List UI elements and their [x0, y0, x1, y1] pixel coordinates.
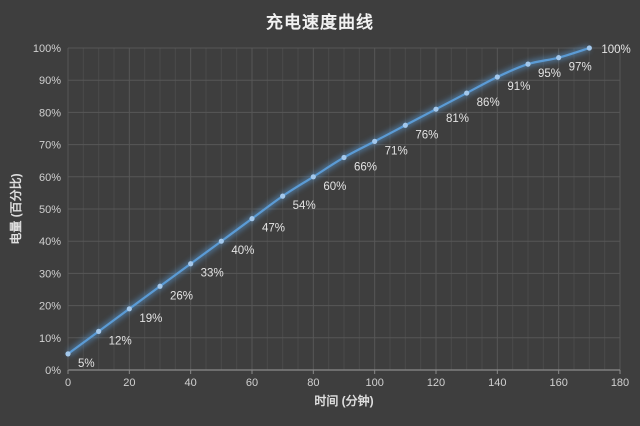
- data-point-label: 47%: [262, 223, 285, 235]
- data-point: [188, 261, 194, 267]
- x-tick-label: 160: [549, 377, 567, 389]
- y-tick-label: 100%: [33, 43, 61, 55]
- data-point-label: 5%: [78, 358, 95, 370]
- line-series: [66, 45, 591, 357]
- data-point: [433, 106, 439, 112]
- data-point-label: 91%: [507, 81, 530, 93]
- data-point: [402, 122, 408, 128]
- line-path: [66, 46, 591, 355]
- data-point-label: 76%: [415, 129, 438, 141]
- axis-lines: [67, 48, 621, 374]
- x-tick-label: 100: [365, 377, 383, 389]
- x-tick-label: 120: [427, 377, 445, 389]
- data-points: [65, 45, 592, 357]
- data-point: [126, 306, 132, 312]
- chart-title: 充电速度曲线: [266, 13, 374, 32]
- x-tick-label: 40: [185, 377, 197, 389]
- data-point-label: 40%: [231, 245, 254, 257]
- data-point: [556, 55, 562, 61]
- x-axis-tick-labels: 0 20 40 60 80 100 120 140 160 180: [65, 377, 629, 389]
- data-point-label: 100%: [601, 44, 630, 56]
- data-point-label: 19%: [139, 313, 162, 325]
- data-point-label: 54%: [293, 200, 316, 212]
- y-axis-tick-labels: 0% 10% 20% 30% 40% 50% 60% 70% 80% 90% 100%: [33, 43, 61, 377]
- y-tick-label: 30%: [39, 268, 61, 280]
- data-point: [280, 193, 286, 199]
- x-tick-label: 60: [246, 377, 258, 389]
- data-point-label: 71%: [385, 145, 408, 157]
- y-tick-label: 90%: [39, 75, 61, 87]
- data-point: [372, 138, 378, 144]
- x-tick-label: 180: [611, 377, 629, 389]
- y-tick-label: 80%: [39, 107, 61, 119]
- x-tick-label: 0: [65, 377, 71, 389]
- data-point: [341, 154, 347, 161]
- data-point: [65, 351, 71, 357]
- data-point: [586, 45, 592, 51]
- data-point: [218, 238, 224, 244]
- y-tick-label: 60%: [39, 172, 61, 184]
- data-point-label: 60%: [323, 181, 346, 193]
- y-axis-title: 电量 (百分比): [8, 173, 23, 244]
- data-point: [464, 90, 470, 96]
- x-axis-title: 时间 (分钟): [314, 393, 373, 408]
- data-point-labels: 5% 12% 19% 26% 33% 40% 47% 54% 60% 66% 71% 76% 81% 86…: [78, 44, 631, 370]
- y-tick-label: 0%: [45, 365, 61, 377]
- data-point-label: 26%: [170, 290, 193, 302]
- x-tick-label: 80: [307, 377, 319, 389]
- data-point: [96, 328, 102, 334]
- data-point-label: 95%: [538, 68, 561, 80]
- data-point: [525, 61, 531, 67]
- data-point-label: 86%: [477, 97, 500, 109]
- data-point-label: 66%: [354, 161, 377, 173]
- data-point-label: 81%: [446, 113, 469, 125]
- data-point: [310, 174, 316, 180]
- data-point-label: 12%: [109, 335, 132, 347]
- x-tick-label: 20: [123, 377, 135, 389]
- data-point-label: 97%: [569, 62, 592, 74]
- y-tick-label: 10%: [39, 333, 61, 345]
- data-point: [157, 283, 163, 289]
- y-tick-label: 40%: [39, 236, 61, 248]
- y-tick-label: 70%: [39, 140, 61, 152]
- y-tick-label: 20%: [39, 301, 61, 313]
- data-point: [494, 74, 500, 80]
- y-tick-label: 50%: [39, 204, 61, 216]
- x-tick-label: 140: [488, 377, 506, 389]
- data-point: [249, 216, 255, 222]
- data-point-label: 33%: [201, 268, 224, 280]
